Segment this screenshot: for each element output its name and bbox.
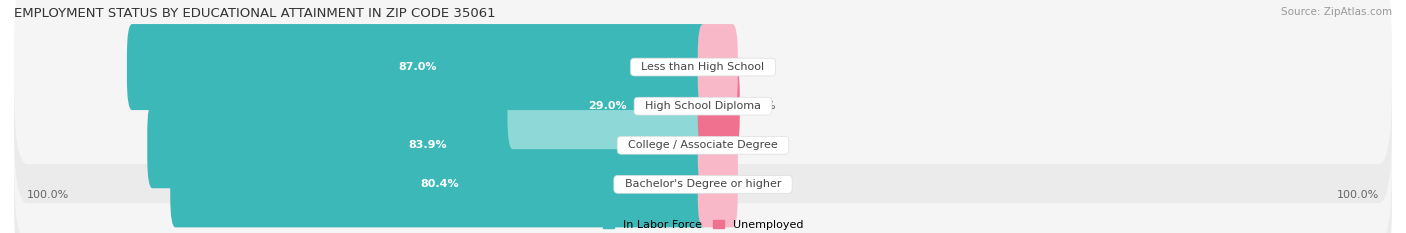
Text: 87.0%: 87.0%	[398, 62, 437, 72]
Text: Bachelor's Degree or higher: Bachelor's Degree or higher	[617, 179, 789, 189]
FancyBboxPatch shape	[697, 141, 738, 227]
Text: High School Diploma: High School Diploma	[638, 101, 768, 111]
Text: 100.0%: 100.0%	[27, 190, 69, 200]
FancyBboxPatch shape	[697, 63, 740, 149]
Legend: In Labor Force, Unemployed: In Labor Force, Unemployed	[603, 220, 803, 230]
Text: 0.0%: 0.0%	[745, 179, 773, 189]
Text: Less than High School: Less than High School	[634, 62, 772, 72]
FancyBboxPatch shape	[148, 102, 709, 188]
FancyBboxPatch shape	[508, 63, 709, 149]
Text: 0.0%: 0.0%	[745, 62, 773, 72]
Text: 83.9%: 83.9%	[408, 140, 447, 150]
Text: 29.0%: 29.0%	[589, 101, 627, 111]
FancyBboxPatch shape	[127, 24, 709, 110]
FancyBboxPatch shape	[697, 102, 738, 188]
FancyBboxPatch shape	[14, 48, 1392, 233]
FancyBboxPatch shape	[697, 24, 738, 110]
Text: 4.8%: 4.8%	[748, 101, 776, 111]
FancyBboxPatch shape	[14, 9, 1392, 203]
FancyBboxPatch shape	[14, 87, 1392, 233]
Text: College / Associate Degree: College / Associate Degree	[621, 140, 785, 150]
FancyBboxPatch shape	[14, 0, 1392, 164]
Text: EMPLOYMENT STATUS BY EDUCATIONAL ATTAINMENT IN ZIP CODE 35061: EMPLOYMENT STATUS BY EDUCATIONAL ATTAINM…	[14, 7, 496, 20]
Text: Source: ZipAtlas.com: Source: ZipAtlas.com	[1281, 7, 1392, 17]
Text: 100.0%: 100.0%	[1337, 190, 1379, 200]
Text: 0.0%: 0.0%	[745, 140, 773, 150]
Text: 80.4%: 80.4%	[420, 179, 458, 189]
FancyBboxPatch shape	[170, 141, 709, 227]
